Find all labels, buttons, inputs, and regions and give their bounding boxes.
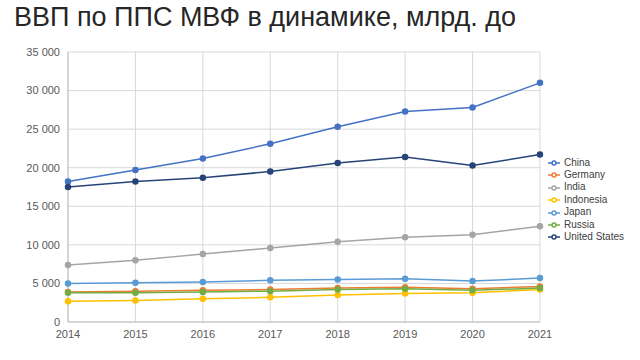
html-text:ВВП по ППС МВФ в динамике, млр: ВВП по ППС МВФ в динамике, млрд. до <box>14 2 517 32</box>
svg-text:35 000: 35 000 <box>26 46 60 58</box>
svg-text:2014: 2014 <box>56 328 80 340</box>
svg-text:2017: 2017 <box>258 328 282 340</box>
html-text:United States: United States <box>564 230 624 242</box>
html-text:China: China <box>564 156 591 168</box>
svg-text:20 000: 20 000 <box>26 162 60 174</box>
svg-text:2019: 2019 <box>393 328 417 340</box>
svg-text:2021: 2021 <box>528 328 552 340</box>
svg-text:25 000: 25 000 <box>26 123 60 135</box>
svg-text:2016: 2016 <box>191 328 215 340</box>
svg-text:2020: 2020 <box>460 328 484 340</box>
svg-text:0: 0 <box>54 316 60 328</box>
html-text:Germany: Germany <box>564 169 606 181</box>
svg-text:5 000: 5 000 <box>32 277 60 289</box>
svg-text:10 000: 10 000 <box>26 239 60 251</box>
svg-text:30 000: 30 000 <box>26 84 60 96</box>
svg-text:2015: 2015 <box>123 328 147 340</box>
html-text:Russia: Russia <box>564 218 595 230</box>
svg-text:15 000: 15 000 <box>26 200 60 212</box>
html-text:Indonesia: Indonesia <box>564 193 608 205</box>
html-text:India: India <box>564 181 586 193</box>
svg-text:2018: 2018 <box>325 328 349 340</box>
html-text:Japan: Japan <box>564 206 592 218</box>
